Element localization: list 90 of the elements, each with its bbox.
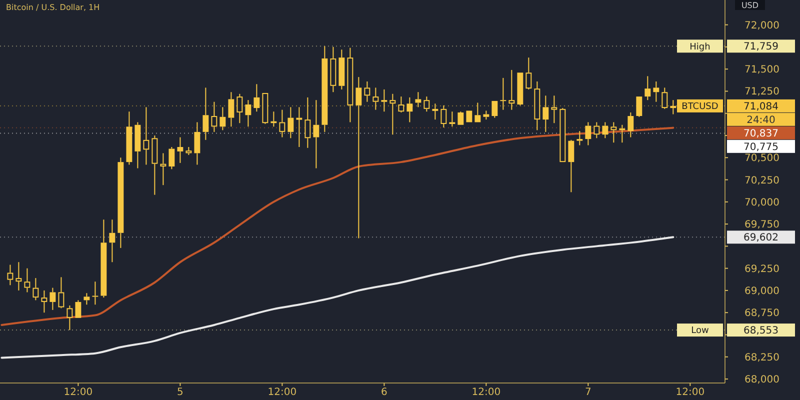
y-tick-label: 70,250	[744, 175, 780, 186]
y-tick-label: 72,000	[744, 20, 780, 32]
candlestick	[143, 106, 150, 166]
candlestick	[279, 109, 286, 138]
y-tick-label: 68,750	[744, 308, 780, 320]
candlestick	[126, 111, 132, 166]
candlestick	[118, 157, 124, 248]
candlestick	[92, 281, 98, 306]
y-tick-label: 69,000	[744, 286, 780, 297]
text: BTCUSD 71,084	[682, 101, 778, 112]
candlestick	[568, 139, 574, 193]
x-tick-label: 12:00	[676, 387, 705, 398]
candlestick	[508, 69, 515, 110]
candlestick	[220, 106, 226, 131]
candlestick	[202, 87, 209, 140]
candlestick	[364, 80, 370, 102]
candlestick	[653, 80, 660, 102]
candlestick	[424, 96, 430, 112]
y-tick-label: 69,750	[744, 220, 780, 231]
candlestick	[330, 46, 336, 93]
candlestick	[152, 134, 158, 196]
y-tick-label: 71,500	[744, 64, 780, 76]
candlestick	[356, 76, 362, 239]
candlestick	[440, 104, 447, 128]
y-tick-label: 70,000	[744, 197, 780, 208]
candlestick	[296, 106, 302, 148]
x-tick-label: 5	[177, 387, 184, 398]
ref-line-label: 70,837	[744, 128, 778, 140]
candlestick	[160, 152, 166, 186]
candlestick	[381, 88, 388, 112]
candlestick	[398, 96, 404, 113]
candlestick	[177, 136, 184, 164]
x-tick-label: 12:00	[472, 387, 501, 398]
candlestick	[628, 112, 634, 138]
candlestick	[186, 146, 192, 156]
candlestick	[500, 77, 506, 110]
y-tick-label: 71,250	[744, 86, 780, 98]
candlestick	[211, 101, 218, 132]
candlestick	[313, 100, 320, 169]
candlestick	[610, 122, 617, 144]
y-tick-label: 70,500	[744, 153, 780, 164]
candlestick	[228, 92, 234, 128]
candlestick	[254, 84, 260, 112]
x-tick-label: 12:00	[64, 387, 93, 398]
candlestick	[245, 100, 252, 128]
candlestick	[602, 122, 608, 139]
text: 24:40	[746, 114, 776, 126]
candlestick	[644, 76, 651, 101]
candlestick	[84, 292, 90, 306]
ref-line-label: 69,602	[744, 232, 778, 244]
candlestick	[662, 87, 668, 110]
x-tick-label: 7	[584, 387, 592, 398]
candlestick	[483, 110, 490, 120]
candlestick	[194, 122, 200, 166]
candlestick	[41, 290, 48, 314]
chart-title: Bitcoin / U.S. Dollar, 1H	[6, 3, 100, 12]
candlestick	[7, 264, 14, 286]
candlestick	[406, 96, 413, 123]
candlestick	[372, 87, 379, 110]
candlestick	[322, 46, 328, 132]
x-tick-label: 6	[380, 387, 388, 398]
candlestick	[338, 49, 345, 90]
candlestick	[594, 122, 600, 139]
candlestick	[551, 95, 558, 124]
y-tick-label: 69,250	[744, 264, 780, 275]
candlestick	[347, 47, 354, 123]
candlestick	[168, 146, 175, 170]
candlestick	[390, 93, 396, 136]
candlestick	[585, 122, 592, 146]
candlestick	[542, 95, 549, 132]
candlestick	[236, 93, 243, 124]
candlestick	[32, 278, 39, 301]
candlestick	[109, 219, 116, 263]
candlestick	[16, 262, 22, 291]
candlestick	[66, 305, 73, 331]
candlestick	[415, 92, 422, 108]
x-tick-label: 12:00	[268, 387, 297, 398]
text: Low 68,553	[691, 326, 778, 337]
candlestick	[534, 80, 540, 131]
candlestick	[526, 57, 532, 90]
candlestick	[449, 111, 456, 128]
text: High 71,759	[690, 42, 778, 53]
y-tick-label: 68,250	[744, 352, 780, 364]
candlestick	[288, 106, 294, 139]
y-tick-label: 68,000	[744, 374, 780, 386]
ref-line-label: 70,775	[744, 142, 778, 153]
candlestick	[432, 103, 438, 120]
candlestick	[134, 122, 141, 169]
y-axis-title: USD	[741, 1, 759, 10]
candlestick	[304, 96, 311, 148]
